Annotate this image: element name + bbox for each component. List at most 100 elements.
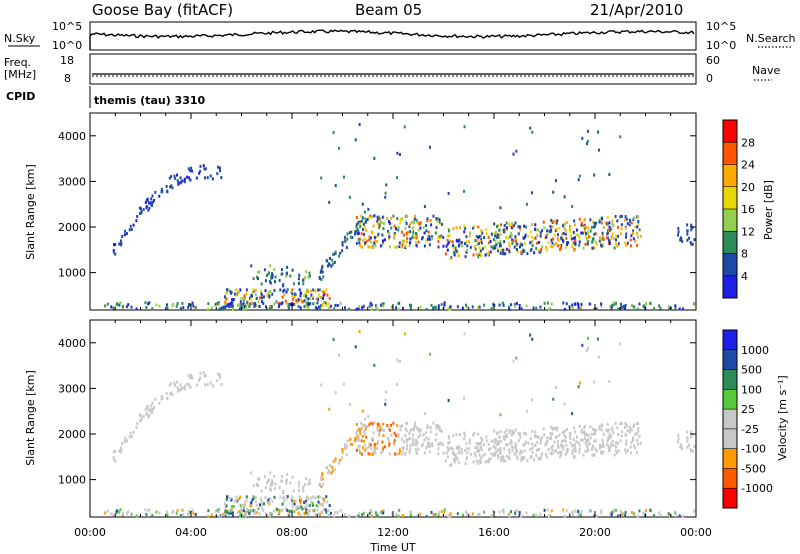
velocity-cell <box>266 500 269 504</box>
power-cell <box>597 130 600 134</box>
velocity-cell <box>328 469 331 473</box>
power-cell <box>337 254 340 258</box>
power-cell <box>206 176 209 180</box>
power-cell <box>361 216 364 220</box>
power-cell <box>313 302 316 306</box>
velocity-cell <box>194 512 197 516</box>
velocity-cell <box>610 434 613 438</box>
velocity-cell <box>541 436 544 440</box>
power-cell <box>521 243 524 247</box>
power-cell <box>690 228 693 232</box>
power-cell <box>453 253 456 257</box>
velocity-cell <box>490 452 493 456</box>
velocity-cell <box>454 458 457 462</box>
power-cell <box>276 301 279 305</box>
power-cell <box>611 232 614 236</box>
power-cell <box>602 225 605 229</box>
velocity-cell <box>362 429 365 433</box>
power-cell <box>478 235 481 239</box>
velocity-cell <box>575 440 578 444</box>
power-cell <box>608 225 611 229</box>
power-cell <box>515 149 518 153</box>
velocity-cell <box>410 510 413 514</box>
power-cell <box>437 306 440 310</box>
velocity-cell <box>497 456 500 460</box>
power-cell <box>417 220 420 224</box>
velocity-cell <box>354 436 357 440</box>
power-cell <box>593 307 596 311</box>
power-cell <box>587 231 590 235</box>
power-cell <box>477 235 480 239</box>
velocity-cell <box>364 427 367 431</box>
power-cell <box>609 304 612 308</box>
velocity-cell <box>361 434 364 438</box>
velocity-cell <box>376 429 379 433</box>
velocity-cell <box>550 425 553 429</box>
velocity-cell <box>597 355 600 359</box>
velocity-cell <box>677 434 680 438</box>
velocity-cell <box>370 447 373 451</box>
velocity-cell <box>136 421 139 425</box>
power-cell <box>288 302 291 306</box>
power-cell <box>493 231 496 235</box>
power-cell <box>562 231 565 235</box>
power-cell <box>177 182 180 186</box>
power-cell <box>479 239 482 243</box>
power-cell <box>598 237 601 241</box>
velocity-cell <box>400 437 403 441</box>
velocity-cell <box>146 404 149 408</box>
power-cell <box>399 221 402 225</box>
power-cell <box>245 307 248 311</box>
velocity-cell <box>517 432 520 436</box>
velocity-cell <box>373 363 376 367</box>
velocity-cell <box>518 511 521 515</box>
power-cell <box>497 246 500 250</box>
power-cell <box>274 275 277 279</box>
velocity-cell <box>435 424 438 428</box>
velocity-cell <box>448 441 451 445</box>
power-cell <box>401 245 404 249</box>
program-label: themis (tau) 3310 <box>94 94 206 107</box>
velocity-cell <box>578 450 581 454</box>
velocity-cell <box>230 498 233 502</box>
power-cell <box>519 242 522 246</box>
power-cell <box>333 307 336 311</box>
power-cell <box>411 226 414 230</box>
velocity-cell <box>230 511 233 515</box>
power-cell <box>503 240 506 244</box>
power-cell <box>283 288 286 292</box>
velocity-cell <box>614 421 617 425</box>
velocity-cell <box>452 434 455 438</box>
velocity-cell <box>344 442 347 446</box>
beam-label: Beam 05 <box>355 1 422 19</box>
velocity-cell <box>531 446 534 450</box>
power-cell <box>281 295 284 299</box>
velocity-cell <box>632 436 635 440</box>
velocity-cell <box>298 480 301 484</box>
velocity-cell <box>204 374 207 378</box>
power-cell <box>235 288 238 292</box>
velocity-cell <box>308 481 311 485</box>
power-cell <box>320 176 323 180</box>
velocity-cell <box>264 496 267 500</box>
velocity-cell <box>290 509 293 513</box>
velocity-cell <box>395 452 398 456</box>
velocity-cell <box>243 512 246 516</box>
velocity-cell <box>587 442 590 446</box>
velocity-cell <box>243 503 246 507</box>
power-cell <box>497 249 500 253</box>
velocity-cell <box>624 448 627 452</box>
velocity-cell <box>546 455 549 459</box>
velocity-cell <box>577 513 580 517</box>
velocity-cell <box>560 439 563 443</box>
colorbar-swatch <box>723 349 737 371</box>
power-cell <box>636 214 639 218</box>
power-cell <box>477 255 480 259</box>
power-cell <box>354 232 357 236</box>
velocity-cell <box>573 443 576 447</box>
velocity-cell <box>250 471 253 475</box>
power-cell <box>595 242 598 246</box>
velocity-cell <box>359 451 362 455</box>
velocity-cell <box>597 337 600 341</box>
